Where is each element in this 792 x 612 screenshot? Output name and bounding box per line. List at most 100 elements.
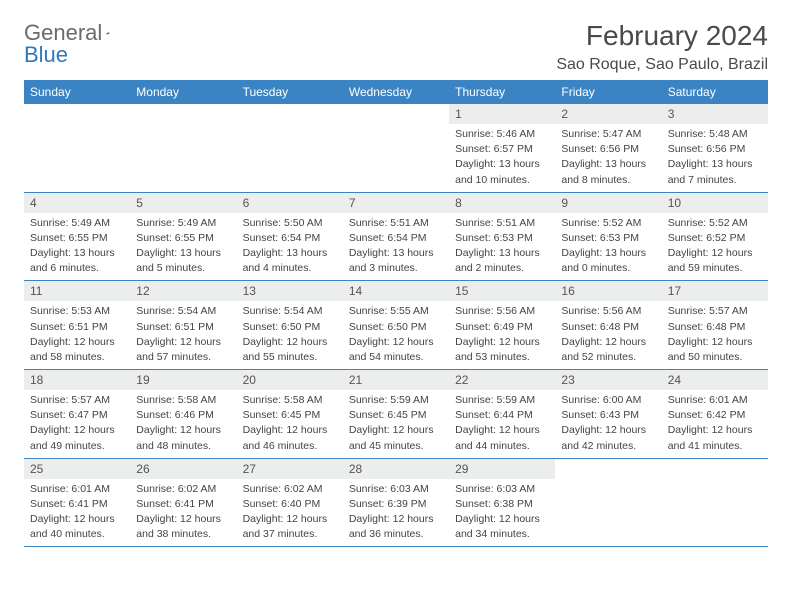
weekday-header: Monday — [130, 80, 236, 104]
day-details: Sunrise: 6:00 AMSunset: 6:43 PMDaylight:… — [555, 390, 661, 458]
day-details: Sunrise: 6:02 AMSunset: 6:41 PMDaylight:… — [130, 479, 236, 547]
day-number: 25 — [24, 459, 130, 479]
day-detail-line: Sunrise: 5:49 AM — [30, 216, 124, 230]
calendar-day-cell: . — [662, 458, 768, 547]
calendar-week-row: 4Sunrise: 5:49 AMSunset: 6:55 PMDaylight… — [24, 192, 768, 281]
day-number: 15 — [449, 281, 555, 301]
day-detail-line: Daylight: 13 hours — [136, 246, 230, 260]
day-details: Sunrise: 5:49 AMSunset: 6:55 PMDaylight:… — [24, 213, 130, 281]
day-detail-line: Sunrise: 5:51 AM — [349, 216, 443, 230]
day-details: Sunrise: 5:55 AMSunset: 6:50 PMDaylight:… — [343, 301, 449, 369]
day-detail-line: Daylight: 13 hours — [561, 246, 655, 260]
day-detail-line: Sunrise: 5:47 AM — [561, 127, 655, 141]
day-details: Sunrise: 5:57 AMSunset: 6:48 PMDaylight:… — [662, 301, 768, 369]
day-detail-line: Sunset: 6:43 PM — [561, 408, 655, 422]
day-detail-line: and 36 minutes. — [349, 527, 443, 541]
weekday-header: Wednesday — [343, 80, 449, 104]
day-number: 4 — [24, 193, 130, 213]
calendar-day-cell: 2Sunrise: 5:47 AMSunset: 6:56 PMDaylight… — [555, 104, 661, 192]
day-number: 21 — [343, 370, 449, 390]
calendar-day-cell: 29Sunrise: 6:03 AMSunset: 6:38 PMDayligh… — [449, 458, 555, 547]
day-number: 3 — [662, 104, 768, 124]
day-detail-line: Sunrise: 5:58 AM — [136, 393, 230, 407]
day-detail-line: Daylight: 12 hours — [455, 335, 549, 349]
day-details: Sunrise: 5:56 AMSunset: 6:49 PMDaylight:… — [449, 301, 555, 369]
day-number: 13 — [237, 281, 343, 301]
day-detail-line: Sunrise: 5:55 AM — [349, 304, 443, 318]
weekday-header: Saturday — [662, 80, 768, 104]
day-detail-line: Daylight: 12 hours — [455, 512, 549, 526]
day-detail-line: Sunset: 6:48 PM — [668, 320, 762, 334]
day-detail-line: and 8 minutes. — [561, 173, 655, 187]
day-detail-line: Sunrise: 5:59 AM — [349, 393, 443, 407]
calendar-day-cell: 4Sunrise: 5:49 AMSunset: 6:55 PMDaylight… — [24, 192, 130, 281]
day-detail-line: Sunset: 6:45 PM — [243, 408, 337, 422]
day-detail-line: and 53 minutes. — [455, 350, 549, 364]
day-details: Sunrise: 5:48 AMSunset: 6:56 PMDaylight:… — [662, 124, 768, 192]
day-detail-line: Sunrise: 5:51 AM — [455, 216, 549, 230]
day-number: 11 — [24, 281, 130, 301]
day-details: Sunrise: 6:01 AMSunset: 6:41 PMDaylight:… — [24, 479, 130, 547]
logo-line2: Blue — [24, 42, 68, 68]
day-detail-line: Sunrise: 6:01 AM — [668, 393, 762, 407]
calendar-day-cell: 27Sunrise: 6:02 AMSunset: 6:40 PMDayligh… — [237, 458, 343, 547]
calendar-header-row: SundayMondayTuesdayWednesdayThursdayFrid… — [24, 80, 768, 104]
calendar-day-cell: 25Sunrise: 6:01 AMSunset: 6:41 PMDayligh… — [24, 458, 130, 547]
day-detail-line: Sunrise: 6:02 AM — [136, 482, 230, 496]
calendar-day-cell: 5Sunrise: 5:49 AMSunset: 6:55 PMDaylight… — [130, 192, 236, 281]
calendar-day-cell: 9Sunrise: 5:52 AMSunset: 6:53 PMDaylight… — [555, 192, 661, 281]
weekday-header: Friday — [555, 80, 661, 104]
day-details: Sunrise: 5:51 AMSunset: 6:53 PMDaylight:… — [449, 213, 555, 281]
calendar-day-cell: 19Sunrise: 5:58 AMSunset: 6:46 PMDayligh… — [130, 370, 236, 459]
day-detail-line: and 50 minutes. — [668, 350, 762, 364]
calendar-week-row: ....1Sunrise: 5:46 AMSunset: 6:57 PMDayl… — [24, 104, 768, 192]
day-details: Sunrise: 6:02 AMSunset: 6:40 PMDaylight:… — [237, 479, 343, 547]
calendar-day-cell: 8Sunrise: 5:51 AMSunset: 6:53 PMDaylight… — [449, 192, 555, 281]
day-detail-line: and 55 minutes. — [243, 350, 337, 364]
calendar-day-cell: 17Sunrise: 5:57 AMSunset: 6:48 PMDayligh… — [662, 281, 768, 370]
day-detail-line: Sunset: 6:56 PM — [668, 142, 762, 156]
location-subtitle: Sao Roque, Sao Paulo, Brazil — [556, 56, 768, 74]
day-number: 19 — [130, 370, 236, 390]
weekday-header: Tuesday — [237, 80, 343, 104]
day-detail-line: Daylight: 12 hours — [349, 512, 443, 526]
day-detail-line: and 57 minutes. — [136, 350, 230, 364]
day-number: 28 — [343, 459, 449, 479]
weekday-header: Sunday — [24, 80, 130, 104]
day-details: Sunrise: 5:53 AMSunset: 6:51 PMDaylight:… — [24, 301, 130, 369]
day-detail-line: Sunset: 6:41 PM — [136, 497, 230, 511]
calendar-day-cell: 18Sunrise: 5:57 AMSunset: 6:47 PMDayligh… — [24, 370, 130, 459]
day-detail-line: Sunset: 6:51 PM — [136, 320, 230, 334]
day-detail-line: Sunrise: 5:58 AM — [243, 393, 337, 407]
day-detail-line: Sunrise: 6:02 AM — [243, 482, 337, 496]
day-details: Sunrise: 5:56 AMSunset: 6:48 PMDaylight:… — [555, 301, 661, 369]
day-detail-line: Sunset: 6:42 PM — [668, 408, 762, 422]
day-detail-line: Sunset: 6:45 PM — [349, 408, 443, 422]
calendar-day-cell: 26Sunrise: 6:02 AMSunset: 6:41 PMDayligh… — [130, 458, 236, 547]
day-detail-line: and 58 minutes. — [30, 350, 124, 364]
day-detail-line: Daylight: 12 hours — [561, 423, 655, 437]
day-detail-line: Daylight: 13 hours — [561, 157, 655, 171]
day-detail-line: and 45 minutes. — [349, 439, 443, 453]
day-number: 12 — [130, 281, 236, 301]
day-detail-line: Sunset: 6:54 PM — [349, 231, 443, 245]
day-number: 5 — [130, 193, 236, 213]
day-detail-line: and 46 minutes. — [243, 439, 337, 453]
day-detail-line: Sunrise: 6:03 AM — [349, 482, 443, 496]
day-detail-line: and 4 minutes. — [243, 261, 337, 275]
day-detail-line: Daylight: 12 hours — [243, 423, 337, 437]
day-number: 23 — [555, 370, 661, 390]
day-detail-line: Sunrise: 5:52 AM — [561, 216, 655, 230]
calendar-day-cell: 3Sunrise: 5:48 AMSunset: 6:56 PMDaylight… — [662, 104, 768, 192]
day-details: Sunrise: 6:03 AMSunset: 6:38 PMDaylight:… — [449, 479, 555, 547]
calendar-week-row: 11Sunrise: 5:53 AMSunset: 6:51 PMDayligh… — [24, 281, 768, 370]
day-detail-line: Sunset: 6:50 PM — [243, 320, 337, 334]
day-number: 18 — [24, 370, 130, 390]
day-detail-line: Sunrise: 5:59 AM — [455, 393, 549, 407]
day-detail-line: Daylight: 13 hours — [455, 157, 549, 171]
page-header: General February 2024 Sao Roque, Sao Pau… — [24, 20, 768, 74]
day-detail-line: and 44 minutes. — [455, 439, 549, 453]
day-detail-line: and 41 minutes. — [668, 439, 762, 453]
day-detail-line: Daylight: 13 hours — [243, 246, 337, 260]
calendar-table: SundayMondayTuesdayWednesdayThursdayFrid… — [24, 80, 768, 547]
